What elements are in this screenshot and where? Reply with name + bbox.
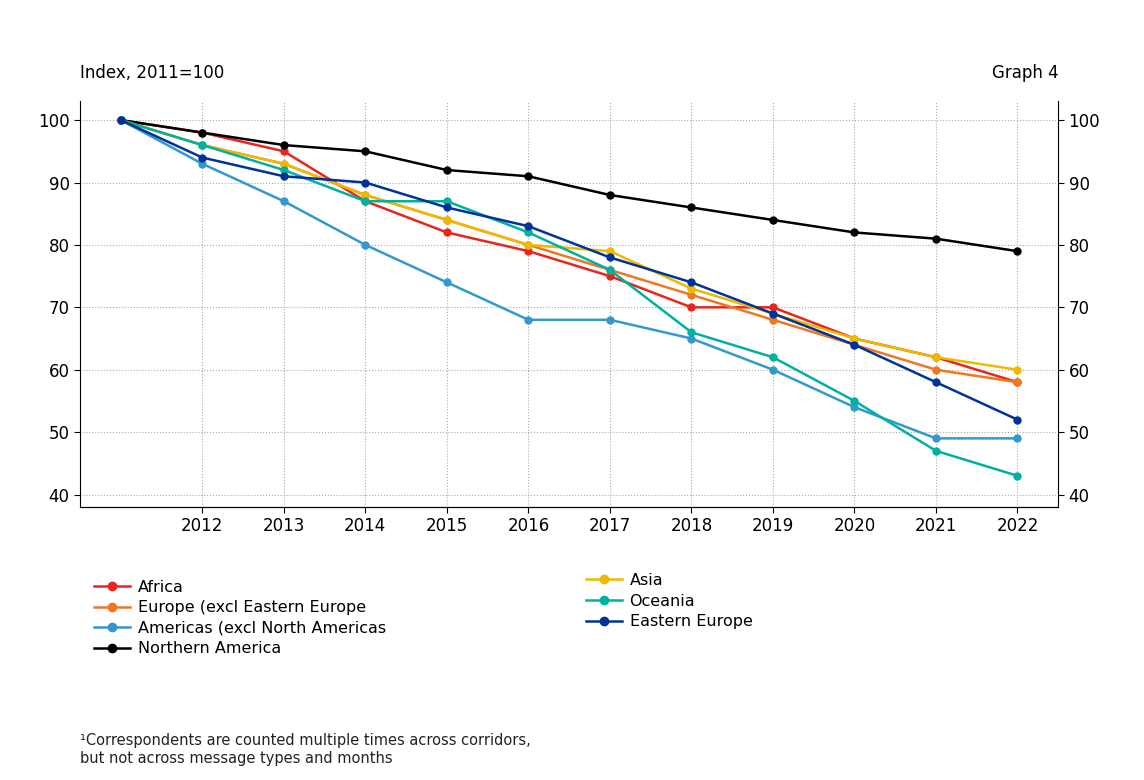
Text: Index, 2011=100: Index, 2011=100 xyxy=(80,64,224,82)
Text: ¹Correspondents are counted multiple times across corridors,
but not across mess: ¹Correspondents are counted multiple tim… xyxy=(80,733,531,766)
Legend: Asia, Oceania, Eastern Europe: Asia, Oceania, Eastern Europe xyxy=(580,566,758,636)
Legend: Africa, Europe (excl Eastern Europe, Americas (excl North Americas, Northern Ame: Africa, Europe (excl Eastern Europe, Ame… xyxy=(88,573,392,663)
Text: Graph 4: Graph 4 xyxy=(992,64,1058,82)
